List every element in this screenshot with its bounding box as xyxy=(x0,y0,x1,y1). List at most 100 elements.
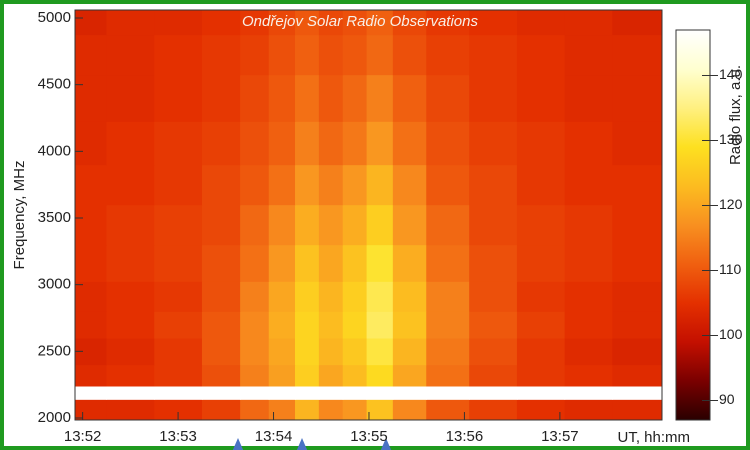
heatmap-cell xyxy=(393,365,427,387)
heatmap-cell xyxy=(319,338,343,365)
heatmap-cell xyxy=(469,75,517,122)
heatmap-cell xyxy=(565,386,613,400)
colorbar-tick-label: 120 xyxy=(719,196,743,212)
y-axis-label: Frequency, MHz xyxy=(11,161,28,270)
x-tick-label: 13:54 xyxy=(255,428,293,445)
heatmap-cell xyxy=(517,165,565,206)
heatmap-cell xyxy=(269,75,296,122)
heatmap-cell xyxy=(565,245,613,282)
heatmap-cell xyxy=(154,338,202,365)
heatmap-cell xyxy=(295,205,319,246)
heatmap-cell xyxy=(106,399,154,420)
heatmap-cell xyxy=(295,365,319,387)
heatmap-cell xyxy=(202,165,241,206)
heatmap-cell xyxy=(319,75,343,122)
heatmap-cell xyxy=(612,165,662,206)
heatmap-cell xyxy=(565,311,613,338)
heatmap-cell xyxy=(426,386,469,400)
heatmap-cell xyxy=(295,338,319,365)
heatmap-cell xyxy=(517,121,565,165)
heatmap-cell xyxy=(367,121,394,165)
heatmap-cell xyxy=(202,75,241,122)
heatmap-cell xyxy=(202,205,241,246)
heatmap-cell xyxy=(426,281,469,312)
heatmap-cell xyxy=(367,245,394,282)
heatmap-cell xyxy=(343,165,367,206)
heatmap-cell xyxy=(393,338,427,365)
y-tick-label: 2500 xyxy=(38,342,71,359)
heatmap-cell xyxy=(295,75,319,122)
heatmap-cell xyxy=(269,399,296,420)
heatmap-cell xyxy=(106,75,154,122)
heatmap-cell xyxy=(517,10,565,35)
heatmap-cell xyxy=(343,365,367,387)
heatmap-cell xyxy=(612,311,662,338)
x-tick-label: 13:55 xyxy=(350,428,388,445)
x-tick-label: 13:56 xyxy=(446,428,484,445)
heatmap-cell xyxy=(106,338,154,365)
heatmap-cell xyxy=(240,75,269,122)
heatmap-cell xyxy=(612,338,662,365)
heatmap-cell xyxy=(240,399,269,420)
heatmap-cell xyxy=(393,386,427,400)
heatmap-cell xyxy=(393,245,427,282)
y-tick-label: 5000 xyxy=(38,9,71,26)
x-tick-label: 13:53 xyxy=(159,428,197,445)
heatmap-cell xyxy=(343,121,367,165)
heatmap-cell xyxy=(75,165,107,206)
heatmap-cell xyxy=(469,399,517,420)
heatmap-cell xyxy=(319,365,343,387)
heatmap-cell xyxy=(367,35,394,76)
heatmap-cell xyxy=(517,399,565,420)
heatmap-cell xyxy=(75,205,107,246)
heatmap-cell xyxy=(202,365,241,387)
heatmap-cell xyxy=(154,165,202,206)
heatmap-cell xyxy=(75,75,107,122)
colorbar-tick-label: 100 xyxy=(719,326,743,342)
heatmap-cell xyxy=(343,311,367,338)
heatmap-cell xyxy=(202,281,241,312)
heatmap-cell xyxy=(612,245,662,282)
heatmap-cell xyxy=(154,205,202,246)
heatmap-cell xyxy=(154,365,202,387)
heatmap-cell xyxy=(469,281,517,312)
heatmap-cell xyxy=(319,399,343,420)
colorbar-tick-label: 110 xyxy=(719,261,742,277)
heatmap-cell xyxy=(154,35,202,76)
heatmap-cell xyxy=(517,338,565,365)
heatmap-cell xyxy=(319,311,343,338)
colorbar xyxy=(676,30,710,420)
heatmap-cell xyxy=(565,121,613,165)
heatmap-cell xyxy=(319,165,343,206)
heatmap-cell xyxy=(75,365,107,387)
heatmap-cell xyxy=(343,75,367,122)
heatmap-cell xyxy=(75,386,107,400)
heatmap-cell xyxy=(202,311,241,338)
y-tick-label: 3500 xyxy=(38,209,71,226)
heatmap-cell xyxy=(154,121,202,165)
heatmap-cell xyxy=(565,205,613,246)
heatmap-cell xyxy=(319,245,343,282)
heatmap-cell xyxy=(612,205,662,246)
heatmap-cell xyxy=(106,10,154,35)
heatmap-cell xyxy=(154,281,202,312)
heatmap-cell xyxy=(517,245,565,282)
heatmap-cell xyxy=(612,386,662,400)
heatmap-cell xyxy=(202,386,241,400)
heatmap-cell xyxy=(319,281,343,312)
heatmap-cell xyxy=(469,365,517,387)
heatmap-cell xyxy=(295,311,319,338)
heatmap-cell xyxy=(240,205,269,246)
heatmap-cell xyxy=(343,399,367,420)
heatmap-cell xyxy=(75,281,107,312)
heatmap-cell xyxy=(612,365,662,387)
y-tick-label: 4500 xyxy=(38,76,71,93)
heatmap-cell xyxy=(295,35,319,76)
heatmap-cell xyxy=(240,121,269,165)
heatmap-cell xyxy=(269,35,296,76)
heatmap-cell xyxy=(469,35,517,76)
heatmap-cell xyxy=(75,311,107,338)
heatmap-cell xyxy=(240,245,269,282)
heatmap-cell xyxy=(367,281,394,312)
heatmap-cell xyxy=(343,35,367,76)
